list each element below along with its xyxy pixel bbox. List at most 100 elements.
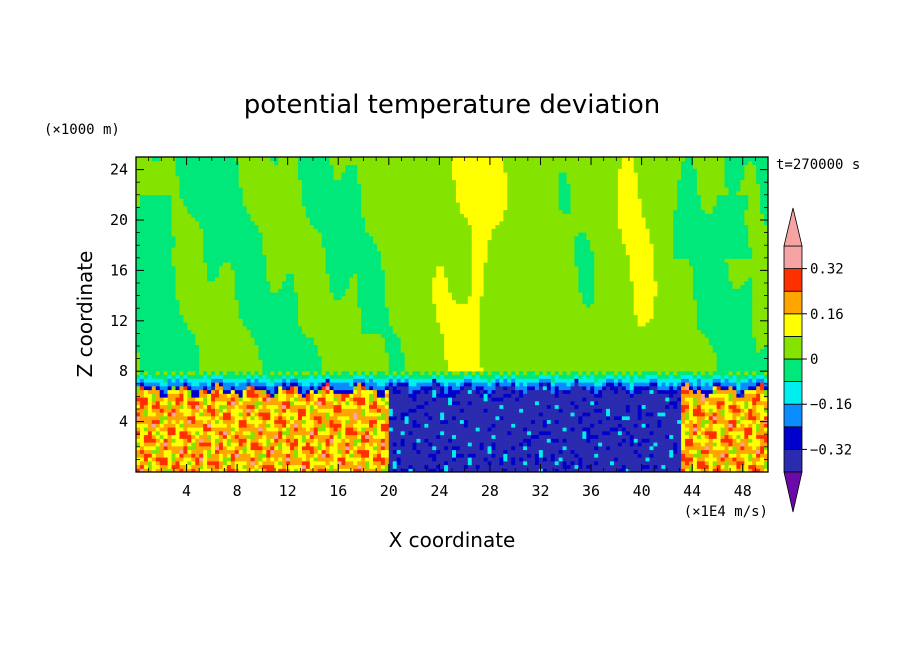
field-cell xyxy=(136,408,141,413)
field-cell xyxy=(590,408,595,413)
field-cell xyxy=(400,423,406,428)
field-cell xyxy=(708,408,714,413)
field-cell xyxy=(218,374,224,379)
field-cell xyxy=(649,385,655,391)
field-cell xyxy=(357,412,362,417)
field-cell xyxy=(274,367,279,372)
field-cell xyxy=(282,438,287,443)
field-cell xyxy=(290,442,295,447)
field-cell xyxy=(187,359,192,364)
field-cell xyxy=(143,370,149,376)
field-cell xyxy=(724,412,730,417)
field-cell xyxy=(685,355,690,361)
field-cell xyxy=(696,438,702,443)
field-cell xyxy=(744,404,749,409)
field-cell xyxy=(349,468,354,472)
field-cell xyxy=(479,393,485,398)
field-cell xyxy=(653,438,658,443)
field-cell xyxy=(538,400,544,406)
field-cell xyxy=(384,415,390,421)
field-cell xyxy=(163,378,169,383)
field-cell xyxy=(716,363,722,368)
field-cell xyxy=(163,457,169,462)
field-cell xyxy=(542,363,548,368)
field-cell xyxy=(550,412,556,417)
field-cell xyxy=(218,419,224,424)
field-cell xyxy=(582,419,587,424)
field-cell xyxy=(384,442,390,447)
field-cell xyxy=(171,397,177,402)
field-cell xyxy=(266,389,271,394)
field-cell xyxy=(487,457,493,462)
field-cell xyxy=(507,385,512,391)
field-cell xyxy=(744,412,749,417)
field-cell xyxy=(578,438,583,443)
field-cell xyxy=(677,374,682,379)
field-cell xyxy=(629,359,635,364)
field-cell xyxy=(191,408,196,413)
field-cell xyxy=(531,445,536,451)
field-cell xyxy=(254,352,260,357)
field-cell xyxy=(309,400,315,406)
field-cell xyxy=(491,374,497,379)
field-cell xyxy=(673,400,678,406)
field-cell xyxy=(507,400,512,406)
field-cell xyxy=(531,397,536,402)
field-cell xyxy=(645,367,651,372)
field-cell xyxy=(365,400,370,406)
field-cell xyxy=(159,419,165,424)
field-cell xyxy=(692,438,698,443)
field-cell xyxy=(475,460,481,466)
field-cell xyxy=(325,445,331,451)
field-cell xyxy=(483,378,489,383)
field-cell xyxy=(455,412,461,417)
field-cell xyxy=(625,412,631,417)
field-cell xyxy=(459,404,465,409)
field-cell xyxy=(207,370,212,376)
field-cell xyxy=(760,468,765,472)
field-cell xyxy=(444,430,449,436)
field-cell xyxy=(499,393,504,398)
field-cell xyxy=(760,434,765,439)
field-cell xyxy=(515,378,520,383)
field-cell xyxy=(349,355,354,361)
field-cell xyxy=(215,404,220,409)
field-cell xyxy=(175,415,181,421)
field-cell xyxy=(357,460,362,466)
field-cell xyxy=(388,419,394,424)
field-cell xyxy=(171,385,177,391)
field-cell xyxy=(692,359,698,364)
field-cell xyxy=(724,457,730,462)
field-cell xyxy=(586,367,591,372)
field-cell xyxy=(463,427,469,432)
field-cell xyxy=(187,415,192,421)
field-cell xyxy=(234,393,240,398)
field-cell xyxy=(712,445,718,451)
field-cell xyxy=(527,442,532,447)
field-cell xyxy=(542,397,548,402)
field-cell xyxy=(416,363,421,368)
field-cell xyxy=(139,374,145,379)
field-cell xyxy=(408,460,414,466)
field-cell xyxy=(266,408,271,413)
field-cell xyxy=(412,430,418,436)
field-cell xyxy=(297,408,303,413)
field-cell xyxy=(266,355,271,361)
field-cell xyxy=(732,393,737,398)
field-cell xyxy=(171,404,177,409)
field-cell xyxy=(444,370,449,376)
field-cell xyxy=(353,419,358,424)
field-cell xyxy=(404,389,410,394)
field-cell xyxy=(527,453,532,458)
field-cell xyxy=(503,355,508,361)
field-cell xyxy=(692,404,698,409)
field-cell xyxy=(432,430,437,436)
field-cell xyxy=(203,438,208,443)
field-cell xyxy=(274,408,279,413)
field-cell xyxy=(191,363,196,368)
field-cell xyxy=(238,412,244,417)
field-cell xyxy=(507,427,512,432)
field-cell xyxy=(432,359,437,364)
field-cell xyxy=(325,442,331,447)
field-cell xyxy=(444,385,449,391)
